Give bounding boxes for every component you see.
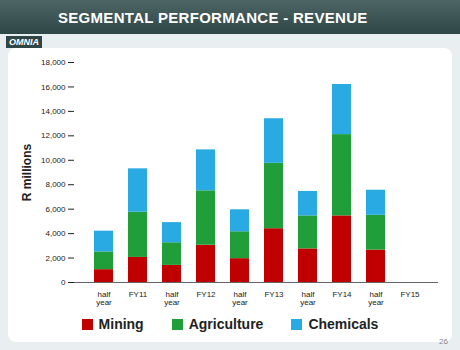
svg-text:6,000: 6,000: [45, 205, 66, 214]
svg-text:halfyear: halfyear: [300, 290, 316, 307]
svg-text:halfyear: halfyear: [232, 290, 248, 307]
svg-text:FY13: FY13: [264, 290, 284, 299]
html-text:26: 26: [439, 337, 448, 346]
svg-text:16,000: 16,000: [41, 83, 66, 92]
svg-text:4,000: 4,000: [45, 229, 66, 238]
svg-text:2,000: 2,000: [45, 254, 66, 263]
html-text:Chemicals: Chemicals: [308, 316, 379, 332]
html-text:Agriculture: Agriculture: [188, 316, 264, 332]
svg-text:8,000: 8,000: [45, 180, 66, 189]
svg-text:halfyear: halfyear: [164, 290, 180, 307]
svg-text:FY11: FY11: [129, 290, 148, 299]
svg-text:FY12: FY12: [196, 290, 216, 299]
svg-text:10,000: 10,000: [41, 156, 66, 165]
svg-text:14,000: 14,000: [41, 107, 66, 116]
html-text:OMNIA: OMNIA: [9, 37, 39, 47]
svg-text:halfyear: halfyear: [368, 290, 384, 307]
html-text:SEGMENTAL PERFORMANCE - REVENU: SEGMENTAL PERFORMANCE - REVENUE: [58, 9, 368, 26]
svg-text:FY14: FY14: [332, 290, 352, 299]
svg-text:halfyear: halfyear: [96, 290, 112, 307]
html-text:Mining: Mining: [98, 316, 144, 332]
svg-text:0: 0: [61, 278, 66, 287]
svg-text:12,000: 12,000: [41, 131, 66, 140]
svg-text:FY15: FY15: [400, 290, 420, 299]
svg-text:18,000: 18,000: [41, 58, 66, 67]
svg-text:R millions: R millions: [20, 144, 34, 202]
